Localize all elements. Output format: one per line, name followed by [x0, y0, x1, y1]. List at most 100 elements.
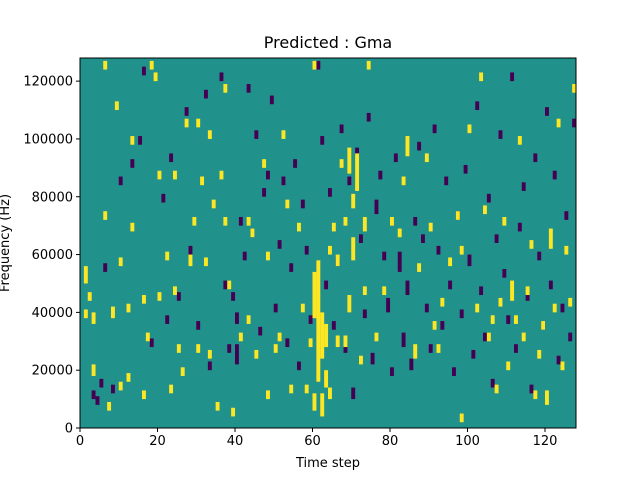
heatmap-cell-low — [502, 269, 507, 278]
heatmap-cell-low — [91, 390, 96, 400]
heatmap-cell-low — [452, 367, 456, 376]
y-tick-label: 120000 — [23, 75, 73, 90]
heatmap-cell-high — [188, 254, 193, 267]
heatmap-cell-low — [440, 321, 445, 330]
heatmap-cell-low — [479, 286, 484, 296]
heatmap-cell-low — [293, 159, 298, 168]
heatmap-cell-low — [514, 344, 518, 353]
heatmap-cell-low — [424, 303, 429, 313]
heatmap-cell-low — [537, 251, 542, 261]
heatmap-cell-high — [401, 176, 406, 186]
heatmap-cell-high — [312, 393, 317, 411]
heatmap-cell-low — [463, 164, 468, 174]
heatmap-cell-low — [521, 182, 526, 191]
heatmap-cell-low — [409, 358, 414, 371]
heatmap-cell-high — [157, 292, 162, 301]
heatmap-cell-high — [390, 216, 394, 226]
y-tick-label: 80000 — [32, 190, 73, 205]
heatmap-cell-low — [103, 263, 108, 272]
heatmap-cell-low — [266, 170, 270, 180]
heatmap-cell-low — [436, 245, 441, 255]
heatmap-cell-low — [316, 60, 321, 70]
heatmap-cell-high — [266, 251, 270, 261]
heatmap-cell-low — [246, 84, 251, 93]
heatmap-cell-low — [378, 170, 383, 180]
heatmap-cell-high — [343, 335, 348, 348]
heatmap-cell-high — [157, 170, 162, 180]
heatmap-cell-high — [142, 295, 146, 304]
heatmap-cell-high — [432, 321, 437, 330]
heatmap-cell-high — [83, 266, 88, 284]
heatmap-cell-high — [126, 373, 131, 382]
heatmap-cell-high — [517, 136, 522, 145]
heatmap-cell-high — [196, 344, 201, 353]
heatmap-cell-low — [242, 251, 247, 261]
heatmap-cell-high — [153, 72, 158, 82]
heatmap-cell-low — [324, 280, 329, 290]
heatmap-cell-low — [304, 245, 309, 255]
heatmap-cell-high — [498, 297, 503, 307]
heatmap-cell-low — [227, 344, 232, 353]
heatmap-cell-low — [99, 378, 104, 388]
heatmap-cell-high — [300, 303, 305, 313]
heatmap-cell-low — [471, 349, 476, 359]
heatmap-cell-low — [517, 222, 522, 232]
heatmap-cell-high — [238, 332, 243, 342]
y-tick-label: 0 — [65, 422, 73, 437]
heatmap-cell-high — [312, 60, 317, 70]
y-axis: 0 20000 40000 60000 80000 100000 120000 — [23, 75, 80, 437]
heatmap-cell-low — [320, 136, 325, 145]
heatmap-cell-high — [413, 344, 418, 359]
x-tick-label: 20 — [149, 434, 166, 449]
heatmap-cell-low — [169, 153, 174, 163]
heatmap-cell-high — [545, 390, 549, 405]
heatmap-cell-low — [343, 344, 348, 353]
heatmap-cell-high — [502, 216, 507, 226]
x-tick-label: 40 — [227, 434, 244, 449]
heatmap-cell-high — [362, 216, 367, 232]
heatmap-cell-low — [223, 280, 228, 290]
heatmap-cell-high — [572, 84, 577, 93]
heatmap-cell-high — [111, 306, 115, 319]
heatmap-cell-low — [339, 124, 344, 134]
heatmap-cell-high — [351, 237, 356, 261]
heatmap-cell-high — [556, 118, 561, 128]
heatmap-cell-high — [204, 257, 208, 267]
heatmap-cell-high — [176, 344, 181, 353]
heatmap-cell-low — [556, 355, 561, 365]
heatmap-cell-high — [250, 228, 255, 238]
heatmap-cell-low — [277, 240, 282, 249]
heatmap-cell-high — [246, 216, 251, 226]
heatmap-cell-high — [568, 297, 573, 307]
heatmap-cell-high — [324, 370, 329, 388]
heatmap-cell-high — [215, 401, 220, 411]
heatmap-cell-low — [188, 245, 193, 255]
heatmap-cell-low — [331, 321, 336, 330]
heatmap-cell-high — [560, 361, 565, 371]
heatmap-cell-low — [235, 312, 239, 324]
heatmap-cell-low — [130, 159, 135, 168]
heatmap-cell-low — [176, 292, 181, 301]
heatmap-cell-high — [521, 332, 526, 342]
heatmap-cell-high — [184, 118, 189, 128]
heatmap-cell-low — [413, 216, 418, 226]
heatmap-cell-high — [479, 72, 484, 82]
heatmap-cell-low — [564, 211, 569, 220]
heatmap-cell-low — [494, 234, 499, 243]
plot-background — [80, 58, 576, 428]
heatmap-cell-high — [552, 303, 557, 313]
heatmap-cell-high — [490, 315, 495, 324]
heatmap-cell-high — [304, 384, 309, 394]
heatmap-cell-low — [355, 147, 360, 157]
heatmap-cell-low — [184, 107, 189, 116]
heatmap-cell-high — [266, 390, 270, 400]
heatmap-cell-high — [169, 384, 174, 394]
heatmap-cell-low — [196, 321, 201, 330]
heatmap-cell-low — [165, 315, 170, 324]
heatmap-cell-low — [459, 309, 464, 319]
heatmap-cell-low — [428, 344, 433, 353]
heatmap-cell-high — [219, 170, 224, 180]
heatmap-cell-high — [440, 297, 445, 307]
heatmap-cell-low — [486, 193, 491, 203]
